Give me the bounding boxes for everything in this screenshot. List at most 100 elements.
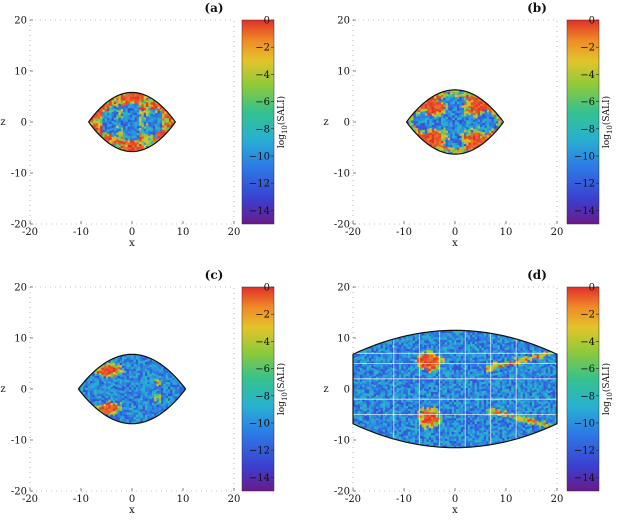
heatmap-cell: [131, 366, 134, 369]
heatmap-cell: [425, 134, 428, 137]
heatmap-cell: [426, 393, 429, 396]
heatmap-cell: [446, 121, 449, 124]
heatmap-cell: [420, 342, 423, 345]
heatmap-cell: [367, 391, 370, 394]
x-tick-label: 20: [228, 227, 241, 238]
heatmap-cell: [387, 376, 390, 379]
heatmap-cell: [416, 130, 419, 133]
heatmap-cell: [134, 385, 137, 388]
heatmap-cell: [129, 350, 132, 353]
heatmap-cell: [390, 427, 393, 430]
heatmap-cell: [364, 393, 367, 396]
heatmap-cell: [85, 385, 88, 388]
heatmap-cell: [115, 375, 118, 378]
heatmap-cell: [128, 122, 131, 125]
heatmap-cell: [106, 375, 109, 378]
heatmap-cell: [163, 381, 166, 384]
heatmap-cell: [385, 370, 388, 373]
heatmap-cell: [456, 388, 459, 391]
heatmap-cell: [464, 125, 467, 128]
heatmap-cell: [424, 372, 427, 375]
heatmap-cell: [132, 129, 135, 132]
heatmap-cell: [108, 365, 111, 368]
heatmap-cell: [392, 342, 395, 345]
heatmap-cell: [456, 354, 459, 357]
heatmap-cell: [480, 133, 483, 136]
heatmap-cell: [406, 419, 409, 422]
heatmap-cell: [113, 383, 116, 386]
heatmap-cell: [443, 443, 446, 446]
heatmap-cell: [385, 354, 388, 357]
heatmap-cell: [436, 143, 439, 146]
heatmap-cell: [153, 116, 156, 119]
heatmap-cell: [403, 407, 406, 410]
heatmap-cell: [429, 432, 432, 435]
heatmap-cell: [378, 407, 381, 410]
heatmap-cell: [489, 114, 492, 117]
x-tick-label: -10: [73, 227, 89, 238]
heatmap-cell: [424, 338, 427, 341]
heatmap-cell: [387, 343, 390, 346]
heatmap-cell: [115, 398, 118, 401]
heatmap-cell: [131, 362, 134, 365]
heatmap-cell: [433, 332, 436, 335]
heatmap-cell: [433, 369, 436, 372]
heatmap-cell: [369, 415, 372, 418]
heatmap-cell: [116, 105, 119, 108]
y-tick-label: -20: [11, 220, 27, 231]
heatmap-cell: [127, 384, 130, 387]
heatmap-cell: [426, 370, 429, 373]
heatmap-cell: [434, 117, 437, 120]
heatmap-cell: [139, 128, 142, 131]
heatmap-cell: [170, 380, 173, 383]
heatmap-cell: [167, 122, 170, 125]
heatmap-cell: [99, 382, 102, 385]
heatmap-cell: [459, 122, 462, 125]
heatmap-cell: [145, 382, 148, 385]
heatmap-cell: [410, 432, 413, 435]
heatmap-cell: [410, 400, 413, 403]
heatmap-cell: [415, 385, 418, 388]
heatmap-cell: [378, 382, 381, 385]
heatmap-cell: [381, 380, 384, 383]
heatmap-cell: [376, 349, 379, 352]
heatmap-cell: [464, 132, 467, 135]
heatmap-cell: [456, 347, 459, 350]
heatmap-cell: [156, 404, 159, 407]
heatmap-cell: [104, 371, 107, 374]
heatmap-cell: [413, 357, 416, 360]
heatmap-cell: [129, 373, 132, 376]
heatmap-cell: [154, 397, 157, 400]
heatmap-cell: [430, 139, 433, 142]
heatmap-cell: [431, 327, 434, 330]
heatmap-cell: [394, 426, 397, 429]
heatmap-cell: [420, 422, 423, 425]
heatmap-cell: [456, 365, 459, 368]
heatmap-cell: [455, 129, 458, 132]
heatmap-cell: [399, 406, 402, 409]
heatmap-cell: [454, 395, 457, 398]
heatmap-cell: [143, 358, 146, 361]
heatmap-cell: [399, 381, 402, 384]
heatmap-cell: [401, 384, 404, 387]
heatmap-cell: [447, 429, 450, 432]
heatmap-cell: [108, 395, 111, 398]
heatmap-cell: [459, 117, 462, 120]
heatmap-cell: [109, 103, 112, 106]
heatmap-cell: [150, 378, 153, 381]
heatmap-cell: [410, 407, 413, 410]
heatmap-cell: [410, 361, 413, 364]
heatmap-cell: [143, 383, 146, 386]
heatmap-cell: [108, 383, 111, 386]
heatmap-cell: [147, 400, 150, 403]
heatmap-cell: [150, 406, 153, 409]
heatmap-cell: [413, 123, 416, 126]
heatmap-cell: [135, 101, 138, 104]
heatmap-cell: [410, 356, 413, 359]
heatmap-cell: [92, 397, 95, 400]
heatmap-cell: [154, 383, 157, 386]
heatmap-cell: [173, 384, 176, 387]
heatmap-cell: [360, 391, 363, 394]
heatmap-cell: [415, 419, 418, 422]
heatmap-cell: [121, 136, 124, 139]
